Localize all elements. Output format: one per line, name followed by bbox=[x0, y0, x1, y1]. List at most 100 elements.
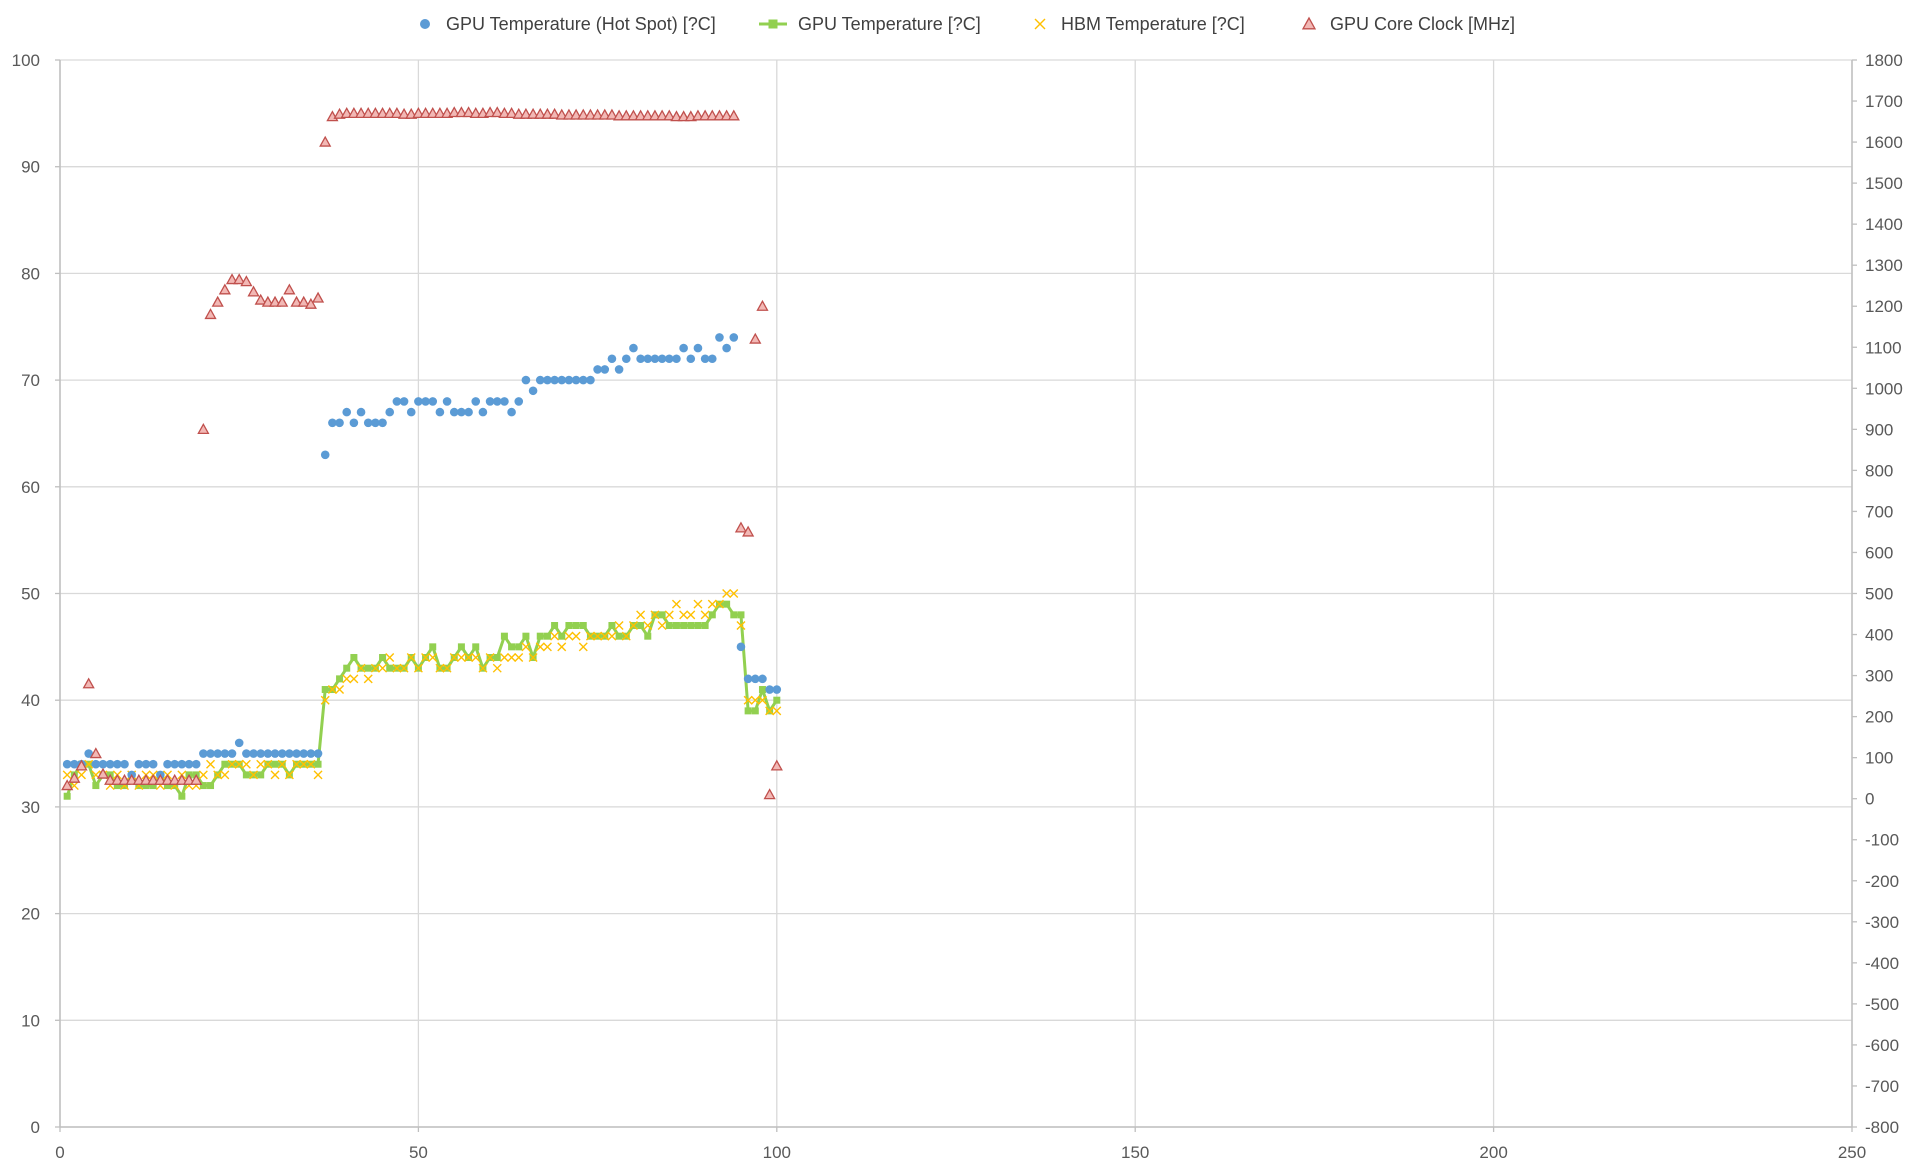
data-point bbox=[715, 333, 724, 342]
x-stroke bbox=[571, 631, 581, 641]
data-point bbox=[555, 108, 568, 120]
data-point bbox=[757, 695, 767, 705]
x-stroke bbox=[643, 621, 653, 631]
data-point bbox=[471, 397, 481, 406]
x-stroke bbox=[636, 610, 646, 620]
data-point bbox=[514, 397, 524, 406]
data-point bbox=[765, 706, 775, 716]
legend-item: GPU Core Clock [MHz] bbox=[1301, 14, 1515, 34]
data-point bbox=[677, 110, 690, 122]
x-stroke bbox=[757, 695, 767, 705]
data-point bbox=[512, 107, 525, 119]
y2-tick-label: 1500 bbox=[1865, 174, 1903, 193]
series-2 bbox=[62, 589, 782, 791]
data-point bbox=[340, 107, 353, 118]
data-point bbox=[120, 759, 129, 769]
data-point bbox=[472, 643, 480, 651]
x-stroke bbox=[514, 653, 524, 663]
data-point bbox=[241, 759, 251, 769]
x-stroke bbox=[657, 621, 667, 631]
y-tick-label: 90 bbox=[21, 158, 40, 177]
data-point bbox=[758, 686, 766, 694]
x-stroke bbox=[363, 674, 373, 684]
data-point bbox=[744, 707, 752, 715]
x-stroke bbox=[349, 674, 359, 684]
data-point bbox=[507, 653, 517, 663]
x-stroke bbox=[91, 770, 101, 780]
data-point bbox=[448, 106, 461, 118]
data-point bbox=[428, 653, 438, 663]
data-point bbox=[457, 643, 465, 651]
data-point bbox=[370, 663, 380, 673]
data-point bbox=[363, 674, 373, 684]
data-point bbox=[608, 622, 616, 630]
data-point bbox=[607, 631, 617, 641]
y2-tick-label: -700 bbox=[1865, 1077, 1899, 1096]
x-stroke bbox=[593, 631, 603, 641]
data-point bbox=[386, 664, 394, 672]
y-tick-label: 60 bbox=[21, 478, 40, 497]
x-stroke bbox=[499, 653, 509, 663]
x-stroke bbox=[664, 610, 674, 620]
data-point bbox=[406, 653, 416, 663]
data-point bbox=[270, 749, 280, 758]
data-point bbox=[256, 749, 266, 758]
y2-tick-label: 1000 bbox=[1865, 379, 1903, 398]
data-point bbox=[313, 749, 323, 758]
x-stroke bbox=[263, 759, 273, 769]
x-stroke bbox=[535, 642, 545, 652]
x-stroke bbox=[227, 759, 237, 769]
data-point bbox=[132, 773, 145, 785]
tick-labels: 0 10 20 30 40 50 60 70 80 90 100 -800 -700 -600 -500 -4… bbox=[12, 51, 1903, 1162]
data-point bbox=[343, 664, 351, 672]
data-point bbox=[543, 375, 552, 385]
data-point bbox=[197, 423, 210, 434]
data-point bbox=[464, 407, 473, 417]
data-point bbox=[564, 631, 574, 641]
x-stroke bbox=[772, 706, 782, 716]
y2-tick-label: -100 bbox=[1865, 831, 1899, 850]
data-point bbox=[429, 643, 437, 651]
data-point bbox=[306, 749, 316, 758]
data-point bbox=[263, 749, 273, 758]
data-point bbox=[665, 622, 673, 630]
data-point bbox=[256, 759, 266, 769]
data-point bbox=[369, 107, 382, 118]
x-stroke bbox=[413, 663, 423, 673]
data-point bbox=[693, 343, 703, 353]
x-tick-label: 200 bbox=[1479, 1143, 1507, 1162]
data-point bbox=[615, 632, 623, 640]
data-point bbox=[356, 407, 366, 417]
data-point bbox=[749, 332, 762, 344]
data-point bbox=[412, 107, 425, 118]
data-point bbox=[758, 674, 767, 684]
legend-swatch bbox=[1301, 16, 1317, 30]
x-stroke bbox=[686, 610, 696, 620]
x-stroke bbox=[335, 685, 345, 695]
data-point bbox=[91, 759, 101, 769]
data-point bbox=[383, 107, 396, 118]
data-point bbox=[670, 110, 683, 122]
data-point bbox=[399, 397, 409, 406]
data-point bbox=[77, 770, 86, 780]
grid bbox=[59, 59, 1853, 1128]
data-point bbox=[605, 108, 619, 120]
data-point bbox=[650, 354, 660, 364]
data-point bbox=[478, 663, 488, 673]
x-stroke bbox=[421, 653, 431, 663]
data-point bbox=[456, 653, 466, 663]
data-point bbox=[644, 632, 652, 640]
data-point bbox=[290, 295, 303, 307]
data-point bbox=[98, 759, 108, 769]
data-point bbox=[292, 759, 302, 769]
data-point bbox=[600, 365, 610, 374]
data-point bbox=[600, 631, 610, 641]
data-point bbox=[163, 759, 172, 769]
data-point bbox=[543, 632, 551, 640]
data-point bbox=[656, 109, 669, 121]
data-point bbox=[96, 767, 110, 779]
y-tick-label: 50 bbox=[21, 585, 40, 604]
data-point bbox=[664, 354, 674, 364]
data-point bbox=[515, 643, 523, 651]
data-point bbox=[182, 773, 196, 785]
